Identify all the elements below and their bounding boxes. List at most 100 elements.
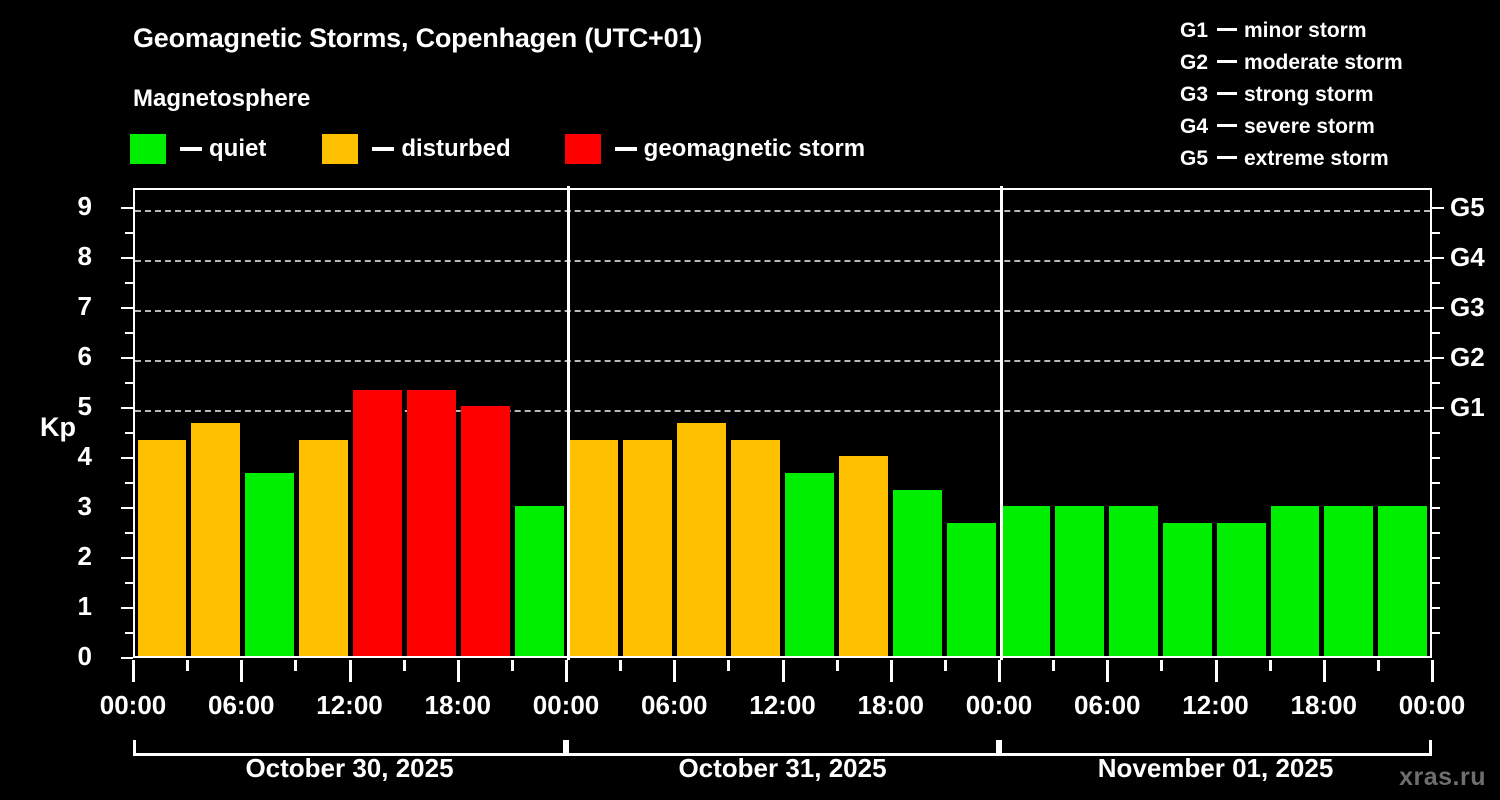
- x-tick-label: 00:00: [532, 690, 600, 720]
- bar-disturbed[interactable]: [838, 456, 888, 656]
- legend-swatch-geomagnetic-storm: [564, 134, 601, 164]
- y-tick-mark-2: [121, 557, 133, 559]
- y-tick-minor: [125, 482, 133, 484]
- bar-slot: [567, 190, 621, 656]
- bar-slot: [1376, 190, 1430, 656]
- y-tick-label-3: 3: [77, 491, 92, 521]
- bar-slot: [998, 190, 1052, 656]
- x-tick-label: 12:00: [1182, 690, 1249, 720]
- bar-disturbed[interactable]: [191, 422, 241, 656]
- bar-quiet[interactable]: [784, 472, 834, 656]
- g-tick-minor: [1432, 507, 1440, 509]
- x-tick-label: 06:00: [208, 690, 275, 720]
- bar-quiet[interactable]: [1162, 522, 1212, 656]
- x-tick-label: 12:00: [749, 690, 816, 720]
- bar-quiet[interactable]: [1270, 506, 1320, 656]
- legend-dash-icon: [614, 147, 637, 151]
- bar-slot: [890, 190, 944, 656]
- bar-slot: [297, 190, 351, 656]
- legend-swatch-disturbed: [322, 134, 359, 164]
- g-tick-label-g4: G4: [1450, 242, 1485, 272]
- bar-slot: [782, 190, 836, 656]
- g-scale-code: G4: [1180, 115, 1209, 138]
- x-tick-major: [673, 660, 677, 682]
- g-scale-row-g2: G2 moderate storm: [1180, 47, 1480, 79]
- day-separator: [1000, 186, 1003, 660]
- y-tick-label-9: 9: [77, 191, 92, 221]
- gridline-kp-8: [135, 260, 1430, 262]
- g-tick-label-g1: G1: [1450, 392, 1485, 422]
- bar-quiet[interactable]: [1054, 506, 1104, 656]
- bar-disturbed[interactable]: [623, 439, 673, 656]
- y-tick-minor: [125, 382, 133, 384]
- y-tick-mark-9: [121, 207, 133, 209]
- bar-quiet[interactable]: [946, 522, 996, 656]
- y-axis-label: Kp: [40, 412, 76, 442]
- day-label: November 01, 2025: [1097, 753, 1334, 783]
- bar-storm[interactable]: [461, 406, 511, 656]
- g-tick-minor: [1432, 432, 1440, 434]
- bar-slot: [1160, 190, 1214, 656]
- bar-storm[interactable]: [407, 389, 457, 656]
- g-scale-dash-icon: [1217, 60, 1237, 63]
- legend-dash-icon: [180, 147, 202, 151]
- x-tick-minor: [835, 660, 839, 671]
- bar-slot: [728, 190, 782, 656]
- bar-storm[interactable]: [353, 389, 403, 656]
- y-tick-mark-4: [121, 457, 133, 459]
- bar-slot: [1322, 190, 1376, 656]
- bar-quiet[interactable]: [515, 506, 565, 656]
- bar-quiet[interactable]: [892, 489, 942, 656]
- gridline-kp-5: [135, 410, 1430, 412]
- g-scale-row-g3: G3 strong storm: [1180, 79, 1480, 111]
- x-tick-label: 18:00: [424, 690, 492, 720]
- watermark: xras.ru: [1399, 763, 1486, 791]
- bar-quiet[interactable]: [1000, 506, 1050, 656]
- bar-slot: [243, 190, 297, 656]
- bar-disturbed[interactable]: [137, 439, 187, 656]
- bar-disturbed[interactable]: [677, 422, 726, 656]
- g-tick-minor: [1432, 482, 1440, 484]
- bar-quiet[interactable]: [1108, 506, 1158, 656]
- gridline-kp-7: [135, 310, 1430, 312]
- x-tick-major: [456, 660, 460, 682]
- x-tick-major: [240, 660, 244, 682]
- bar-slot: [1268, 190, 1322, 656]
- bar-quiet[interactable]: [1378, 506, 1428, 656]
- y-tick-mark-7: [121, 307, 133, 309]
- g-scale-desc: extreme storm: [1244, 147, 1389, 170]
- y-tick-minor: [125, 532, 133, 534]
- bar-slot: [189, 190, 243, 656]
- bar-slot: [1106, 190, 1160, 656]
- x-tick-major: [1214, 660, 1218, 682]
- bar-disturbed[interactable]: [730, 439, 780, 656]
- bar-slot: [351, 190, 405, 656]
- bar-slot: [405, 190, 459, 656]
- x-tick-minor: [943, 660, 947, 671]
- bar-quiet[interactable]: [1324, 506, 1374, 656]
- chart-subtitle: Magnetosphere: [133, 85, 311, 112]
- g-tick-mark: [1432, 407, 1444, 409]
- g-tick-mark: [1432, 207, 1444, 209]
- y-tick-minor: [125, 432, 133, 434]
- x-tick-label: 12:00: [316, 690, 383, 720]
- bar-quiet[interactable]: [1216, 522, 1266, 656]
- x-tick-minor: [1268, 660, 1272, 671]
- g-tick-minor: [1432, 557, 1440, 559]
- x-tick-major: [132, 660, 135, 682]
- x-tick-major: [565, 660, 568, 682]
- bar-slot: [1214, 190, 1268, 656]
- g-tick-minor: [1432, 232, 1440, 234]
- x-tick-label: 00:00: [1398, 690, 1466, 720]
- bar-disturbed[interactable]: [299, 439, 349, 656]
- g-tick-minor: [1432, 607, 1440, 609]
- bar-disturbed[interactable]: [569, 439, 619, 656]
- g-tick-minor: [1432, 382, 1440, 384]
- bar-slot: [836, 190, 890, 656]
- g-tick-label-g5: G5: [1450, 192, 1485, 222]
- x-tick-minor: [619, 660, 623, 671]
- day-label: October 30, 2025: [245, 753, 454, 783]
- y-tick-minor: [125, 632, 133, 634]
- bar-quiet[interactable]: [245, 472, 295, 656]
- g-scale-dash-icon: [1217, 124, 1237, 127]
